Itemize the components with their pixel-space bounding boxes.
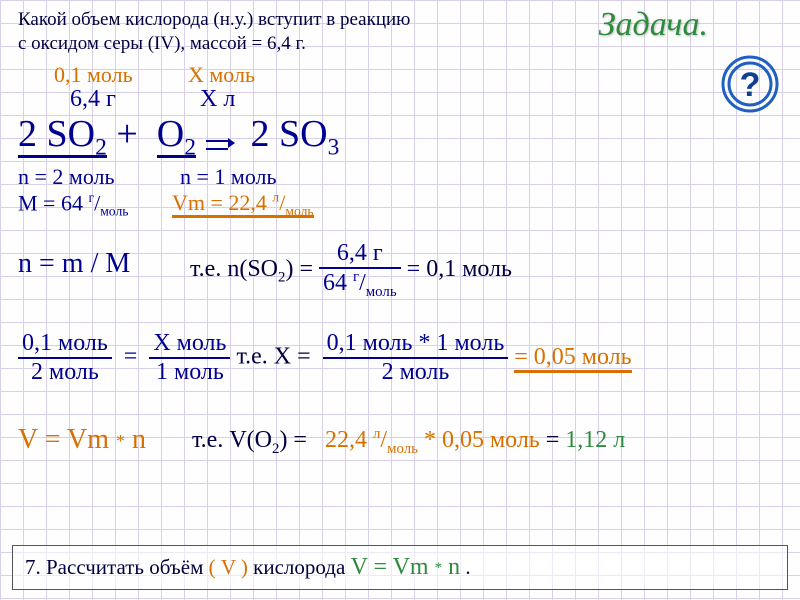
problem-text: Какой объем кислорода (н.у.) вступит в р… [18, 8, 410, 56]
vm-value: 22,4 л/моль [325, 427, 418, 453]
eq-so3: 2 SO3 [241, 113, 339, 155]
annot-mass: 6,4 г [70, 86, 116, 113]
question-icon: ? [720, 54, 780, 114]
calc-proportion: 0,1 моль 2 моль = Х моль 1 моль т.е. Х =… [18, 330, 632, 386]
footer-formula: V = Vm * n [351, 554, 461, 580]
problem-line-1: Какой объем кислорода (н.у.) вступит в р… [18, 8, 410, 32]
calc-n-so2: т.е. n(SO2) = 6,4 г 64 г/моль = 0,1 моль [190, 240, 512, 301]
svg-text:?: ? [740, 66, 761, 104]
slide-content: Задача. ? Какой объем кислорода (н.у.) в… [0, 0, 800, 600]
eq-so2: 2 SO2 [18, 113, 107, 158]
frac-right: Х моль 1 моль [149, 330, 230, 386]
molar-mass: M = 64 г/моль [18, 190, 128, 220]
eq-o2: O2 [157, 113, 196, 158]
frac-left: 0,1 моль 2 моль [18, 330, 112, 386]
calc-n-formula: n = m / M [18, 248, 130, 280]
molar-volume: Vm = 22,4 л/моль [172, 190, 314, 220]
frac-x-solve: 0,1 моль * 1 моль 2 моль [323, 330, 509, 386]
annot-x-mol: Х моль [188, 62, 255, 88]
step-footer: 7. Рассчитать объём ( V ) кислорода V = … [12, 545, 788, 590]
n-so2: n = 2 моль [18, 164, 115, 190]
problem-line-2: с оксидом серы (IV), массой = 6,4 г. [18, 32, 410, 56]
equation: 2 SO2 + O2 2 SO3 [18, 112, 339, 162]
n-o2: n = 1 моль [180, 164, 277, 190]
annot-x-l: Х л [200, 86, 235, 113]
calc-x-result: = 0,05 моль [514, 344, 631, 373]
calc-n-result: 0,1 моль [426, 256, 512, 282]
frac-mass-over-M: 6,4 г 64 г/моль [319, 240, 401, 301]
annot-n-so2: 0,1 моль [54, 62, 133, 88]
calc-v-result: 1,12 л [565, 427, 625, 453]
slide-title: Задача. [599, 6, 708, 44]
calc-v-o2: т.е. V(O2) = 22,4 л/моль * 0,05 моль = 1… [192, 426, 625, 458]
calc-v-formula: V = Vm * n [18, 424, 146, 456]
